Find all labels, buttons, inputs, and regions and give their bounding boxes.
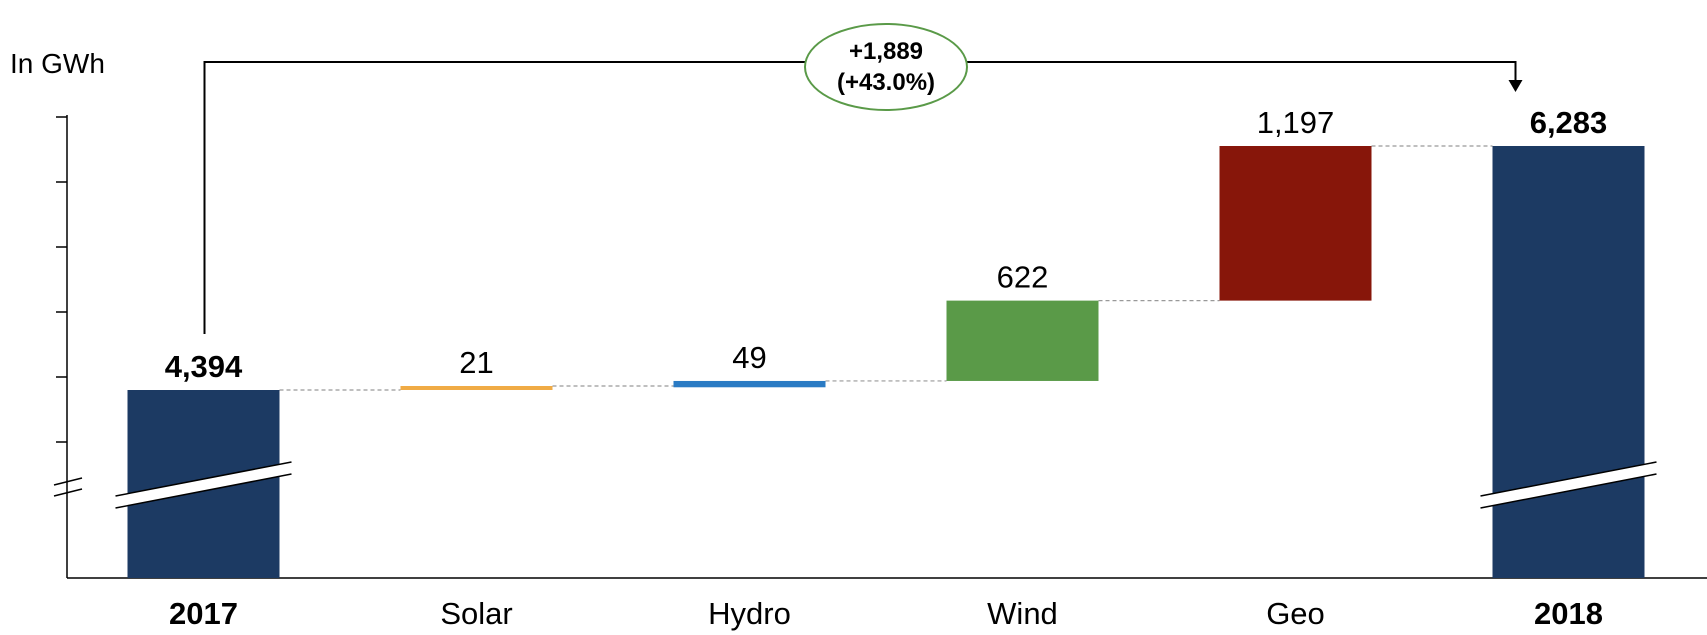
bar-solar (400, 386, 553, 390)
y-axis-break-mark (53, 477, 83, 486)
value-label-wind: 622 (997, 260, 1049, 295)
change-delta: +1,889 (848, 38, 924, 65)
y-axis-break-mark (53, 488, 83, 497)
category-label-hydro: Hydro (708, 596, 791, 631)
category-label-solar: Solar (440, 596, 512, 631)
bar-geo (1219, 146, 1372, 301)
bar-hydro (673, 380, 826, 388)
bar-wind (946, 300, 1099, 381)
value-label-2018: 6,283 (1530, 105, 1608, 140)
bar-layer (127, 146, 1645, 578)
bar-break-line (115, 473, 292, 509)
value-label-solar: 21 (459, 345, 493, 380)
change-callout: +1,889 (+43.0%) (804, 23, 968, 111)
change-percent: (+43.0%) (836, 69, 936, 96)
category-label-2018: 2018 (1534, 596, 1603, 631)
value-label-hydro: 49 (732, 340, 766, 375)
bar-break-gap (1480, 462, 1657, 508)
axis-layer (53, 115, 1707, 579)
value-label-2017: 4,394 (165, 349, 243, 384)
bar-2018 (1492, 146, 1645, 578)
unit-label: In GWh (10, 48, 105, 79)
axis-break-layer (115, 461, 1657, 509)
category-label-2017: 2017 (169, 596, 238, 631)
label-layer: 4,394 2017 21 Solar 49 Hydro 622 Wind 1,197 Geo 6,… (165, 105, 1608, 631)
bar-break-gap (115, 462, 292, 508)
bar-break-line (1480, 473, 1657, 509)
value-label-geo: 1,197 (1257, 105, 1335, 140)
bar-break-line (1480, 461, 1657, 497)
bar-break-line (115, 461, 292, 497)
connector-layer (279, 145, 1493, 391)
category-label-geo: Geo (1266, 596, 1325, 631)
change-arrow-head (1508, 80, 1523, 92)
category-label-wind: Wind (987, 596, 1058, 631)
